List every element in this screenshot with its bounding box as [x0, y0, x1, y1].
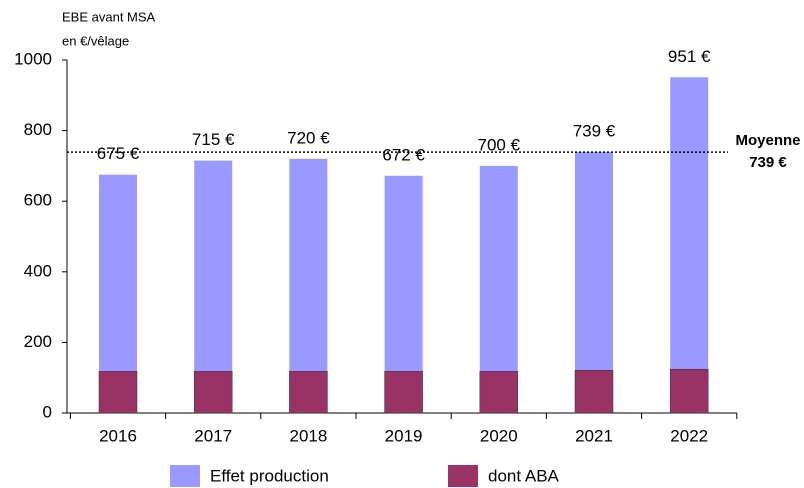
bar [194, 160, 233, 413]
x-tick-label: 2017 [194, 426, 232, 445]
bar [479, 371, 519, 414]
bar [289, 371, 328, 414]
y-tick-label: 1000 [14, 49, 52, 68]
x-tick-label: 2019 [385, 426, 423, 445]
y-tick-label: 0 [43, 402, 52, 421]
value-label: 700 € [478, 135, 521, 154]
y-tick-label: 400 [24, 261, 52, 280]
bar [98, 371, 138, 414]
y-axis-label: en €/vêlage [62, 33, 129, 48]
y-tick-label: 800 [24, 120, 52, 139]
average-value: 739 € [749, 154, 787, 171]
bar [575, 152, 613, 413]
value-label: 951 € [668, 47, 711, 66]
bar [669, 368, 709, 414]
bar [289, 158, 328, 413]
bar [193, 371, 233, 414]
legend-swatch [170, 465, 200, 487]
x-tick-label: 2021 [575, 426, 613, 445]
x-tick-label: 2022 [670, 426, 708, 445]
value-label: 739 € [573, 122, 616, 141]
bar [670, 77, 709, 413]
x-tick-label: 2018 [289, 426, 327, 445]
average-label: Moyenne [735, 132, 800, 149]
bar [384, 371, 423, 414]
value-label: 720 € [287, 128, 330, 147]
x-tick-label: 2020 [480, 426, 518, 445]
y-tick-label: 600 [24, 191, 52, 210]
legend-swatch [448, 465, 478, 487]
value-label: 675 € [97, 144, 140, 163]
legend-label: Effet production [210, 466, 329, 485]
value-label: 715 € [192, 130, 235, 149]
y-tick-label: 200 [24, 332, 52, 351]
bar [574, 370, 614, 414]
legend-label: dont ABA [488, 466, 560, 485]
x-tick-label: 2016 [99, 426, 137, 445]
value-label: 672 € [382, 145, 425, 164]
y-axis-label: EBE avant MSA [62, 9, 156, 24]
